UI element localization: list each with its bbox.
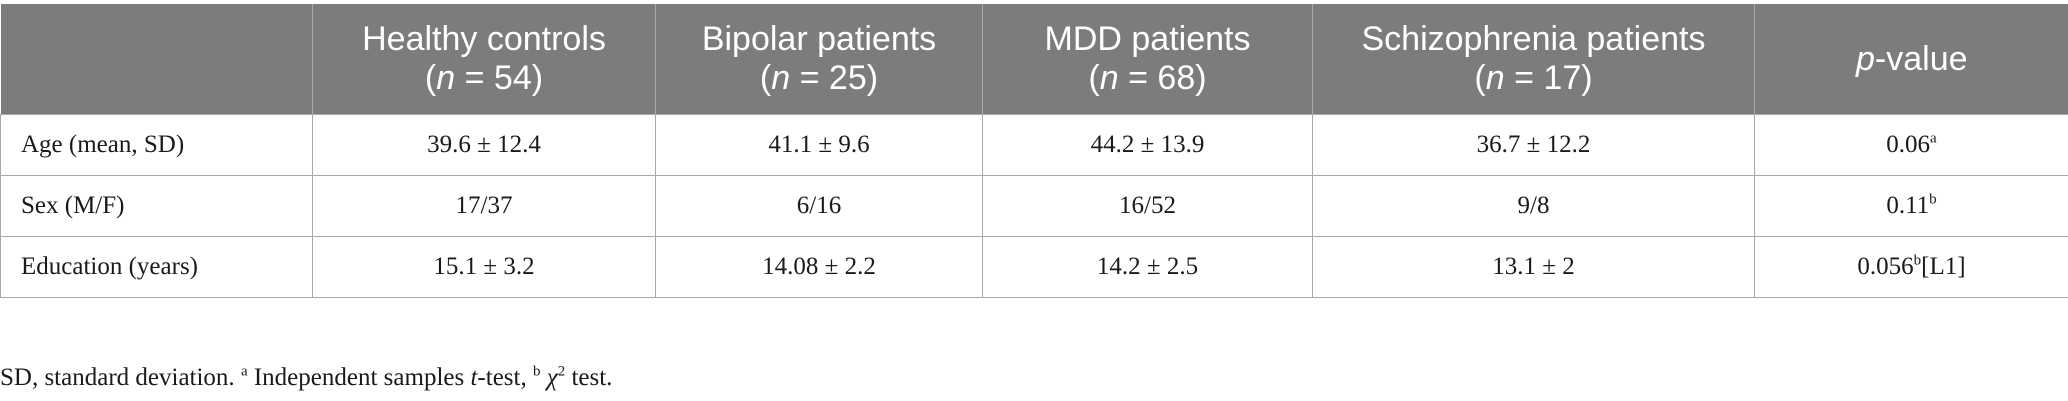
header-healthy-controls: Healthy controls (n = 54): [312, 4, 656, 115]
table-row-education: Education (years) 15.1 ± 3.2 14.08 ± 2.2…: [0, 236, 2068, 298]
table-footnote: SD, standard deviation. a Independent sa…: [0, 363, 613, 391]
table-cell: 14.08 ± 2.2: [655, 236, 983, 298]
header-schizophrenia-patients: Schizophrenia patients (n = 17): [1312, 4, 1755, 115]
header-p-value: p-value: [1754, 4, 2068, 115]
p-value-cell: 0.11b: [1754, 175, 2068, 237]
demographics-table: Healthy controls (n = 54) Bipolar patient…: [0, 4, 2068, 298]
header-bipolar-patients: Bipolar patients (n = 25): [655, 4, 983, 115]
table-cell: 16/52: [982, 175, 1313, 237]
table-cell: 17/37: [312, 175, 656, 237]
table-cell: 15.1 ± 3.2: [312, 236, 656, 298]
table-cell: 14.2 ± 2.5: [982, 236, 1313, 298]
header-mdd-patients: MDD patients (n = 68): [982, 4, 1313, 115]
table-cell: 13.1 ± 2: [1312, 236, 1755, 298]
table-cell: 36.7 ± 12.2: [1312, 114, 1755, 176]
row-label: Age (mean, SD): [0, 114, 313, 176]
table-row-sex: Sex (M/F) 17/37 6/16 16/52 9/8 0.11b: [0, 175, 2068, 237]
table-cell: 6/16: [655, 175, 983, 237]
row-label: Education (years): [0, 236, 313, 298]
table-cell: 9/8: [1312, 175, 1755, 237]
table-cell: 39.6 ± 12.4: [312, 114, 656, 176]
table-cell: 41.1 ± 9.6: [655, 114, 983, 176]
table-row-age: Age (mean, SD) 39.6 ± 12.4 41.1 ± 9.6 44…: [0, 114, 2068, 176]
p-value-cell: 0.056b[L1]: [1754, 236, 2068, 298]
p-value-cell: 0.06a: [1754, 114, 2068, 176]
table-cell: 44.2 ± 13.9: [982, 114, 1313, 176]
header-row: Healthy controls (n = 54) Bipolar patient…: [0, 4, 2068, 115]
header-blank: [0, 4, 313, 115]
row-label: Sex (M/F): [0, 175, 313, 237]
